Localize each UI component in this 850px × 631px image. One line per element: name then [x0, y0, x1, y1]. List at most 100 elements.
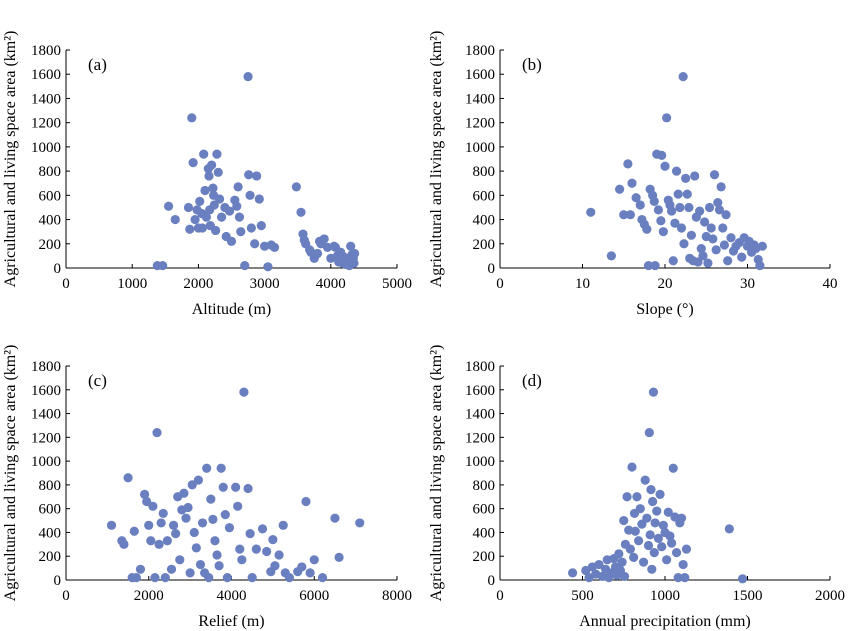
data-point — [197, 223, 207, 233]
data-point — [653, 205, 664, 215]
data-point — [718, 223, 728, 233]
data-point — [243, 72, 253, 82]
y-tick-label: 1800 — [465, 359, 495, 375]
x-tick-label: 2000 — [815, 588, 845, 604]
data-point — [635, 504, 645, 514]
data-point — [656, 216, 666, 226]
data-point — [667, 206, 677, 216]
data-point — [216, 463, 226, 473]
x-tick-label: 20 — [658, 276, 673, 292]
data-point — [142, 496, 152, 507]
data-point — [179, 488, 189, 498]
data-point — [212, 550, 222, 560]
data-point — [257, 524, 268, 534]
data-point — [200, 185, 210, 196]
data-point — [274, 550, 284, 560]
data-point — [269, 242, 280, 253]
data-point — [296, 207, 306, 217]
data-point — [187, 480, 197, 490]
x-tick-label: 40 — [823, 276, 838, 292]
data-point — [635, 200, 645, 210]
y-tick-label: 1200 — [31, 116, 61, 132]
data-point — [649, 548, 659, 558]
data-point — [207, 160, 217, 170]
x-tick-label: 2000 — [183, 276, 213, 292]
data-point — [632, 492, 642, 502]
panel-b: 0 200 400 600 800 1000 1200 1400 1600 1800 0 10 20 30… — [428, 31, 838, 318]
data-point — [233, 182, 243, 192]
x-tick-label: 1000 — [650, 588, 680, 604]
y-tick-label: 0 — [488, 261, 496, 277]
y-tick-label: 1400 — [465, 407, 495, 423]
data-point — [625, 210, 635, 220]
data-point — [199, 149, 209, 159]
y-tick-label: 1000 — [465, 454, 495, 470]
data-point — [170, 214, 180, 225]
data-point — [665, 531, 675, 541]
data-point — [650, 260, 660, 271]
data-point — [204, 573, 214, 583]
data-point — [278, 520, 288, 530]
data-point — [254, 194, 264, 204]
data-point — [189, 527, 199, 538]
data-point — [245, 529, 255, 539]
x-tick-label: 2000 — [134, 588, 164, 604]
y-tick-label: 400 — [39, 213, 62, 229]
x-tick-label: 0 — [496, 588, 504, 604]
x-tick-label: 10 — [575, 276, 590, 292]
data-point — [319, 234, 329, 244]
data-point — [263, 262, 273, 272]
data-point — [711, 245, 721, 255]
x-tick-label: 6000 — [299, 588, 329, 604]
data-point — [700, 217, 710, 227]
data-point — [222, 573, 232, 583]
data-point — [148, 501, 158, 511]
data-point — [652, 506, 662, 516]
y-tick-label: 200 — [39, 549, 62, 565]
x-axis-title: Altitude (m) — [192, 301, 272, 318]
data-point — [623, 159, 633, 169]
y-tick-label: 200 — [473, 237, 496, 253]
data-point — [158, 260, 168, 271]
data-point — [191, 543, 201, 553]
data-point — [662, 555, 672, 565]
y-axis-title: Agricultural and living space area (km²) — [2, 345, 19, 602]
data-point — [642, 513, 652, 523]
data-point — [158, 508, 168, 519]
data-point — [236, 227, 246, 237]
data-point — [678, 559, 688, 570]
data-point — [232, 201, 242, 211]
data-point — [164, 201, 174, 211]
data-point — [202, 463, 212, 473]
data-point — [643, 540, 654, 551]
y-tick-label: 0 — [488, 573, 496, 589]
y-tick-label: 600 — [39, 188, 62, 204]
data-point — [252, 171, 262, 181]
data-point — [724, 524, 734, 534]
data-point — [716, 182, 726, 192]
x-tick-label: 500 — [571, 588, 594, 604]
data-point — [317, 573, 328, 583]
data-point — [617, 557, 627, 567]
data-point — [726, 233, 736, 243]
data-point — [643, 260, 654, 271]
y-tick-label: 800 — [473, 478, 496, 494]
data-point — [640, 475, 650, 485]
data-point — [708, 234, 718, 244]
data-point — [671, 166, 682, 176]
data-point — [195, 196, 205, 206]
data-point — [568, 568, 578, 578]
data-point — [154, 539, 164, 549]
y-tick-label: 1800 — [31, 359, 61, 375]
data-point — [642, 224, 652, 234]
data-point — [156, 518, 166, 528]
data-point — [209, 200, 219, 210]
data-point — [245, 190, 255, 200]
y-tick-label: 1600 — [31, 67, 61, 83]
data-point — [197, 518, 208, 528]
data-point — [334, 552, 344, 563]
data-point — [662, 113, 672, 123]
data-point — [757, 241, 767, 251]
data-point — [655, 489, 665, 499]
